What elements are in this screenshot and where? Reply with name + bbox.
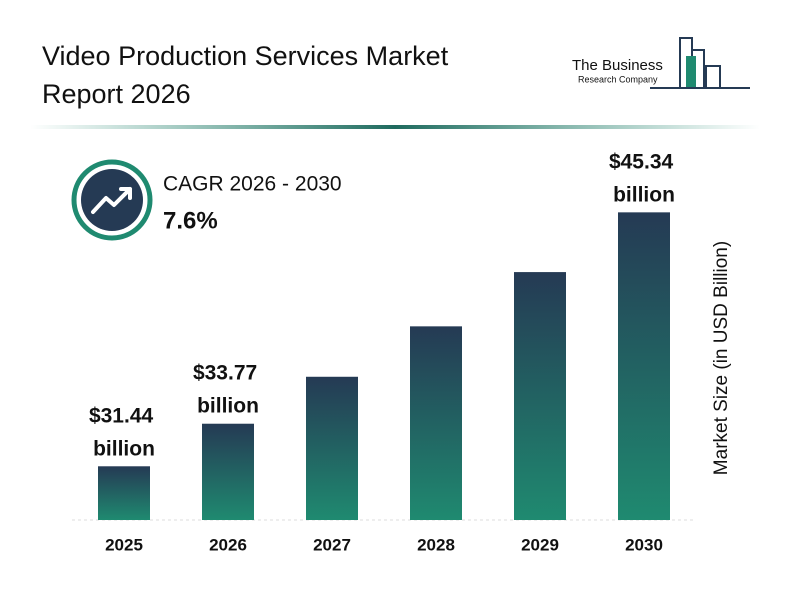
data-label: $33.77 billion [193,361,263,417]
x-tick-label: 2027 [313,535,351,554]
cagr-badge: CAGR 2026 - 2030 7.6% [71,159,342,241]
cagr-label: CAGR 2026 - 2030 [163,173,342,196]
header-rule [30,125,760,129]
bar [306,376,358,520]
chart-title: Video Production Services Market Report … [42,41,456,109]
x-tick-label: 2029 [521,535,559,554]
bar [514,272,566,520]
data-label: $45.34 billion [609,150,679,206]
logo-subtext: Research Company [578,74,658,84]
logo: The Business Research Company [572,37,750,89]
data-label: $31.44 billion [89,404,159,460]
y-axis-label: Market Size (in USD Billion) [711,241,732,475]
logo-text: The Business [572,57,663,74]
x-tick-label: 2026 [209,535,247,554]
bar [98,466,150,520]
x-tick-label: 2028 [417,535,455,554]
bar [410,326,462,520]
x-tick-label: 2030 [625,535,663,554]
bar [618,212,670,520]
x-tick-label: 2025 [105,535,143,554]
bar [202,423,254,520]
cagr-value: 7.6% [163,207,218,234]
